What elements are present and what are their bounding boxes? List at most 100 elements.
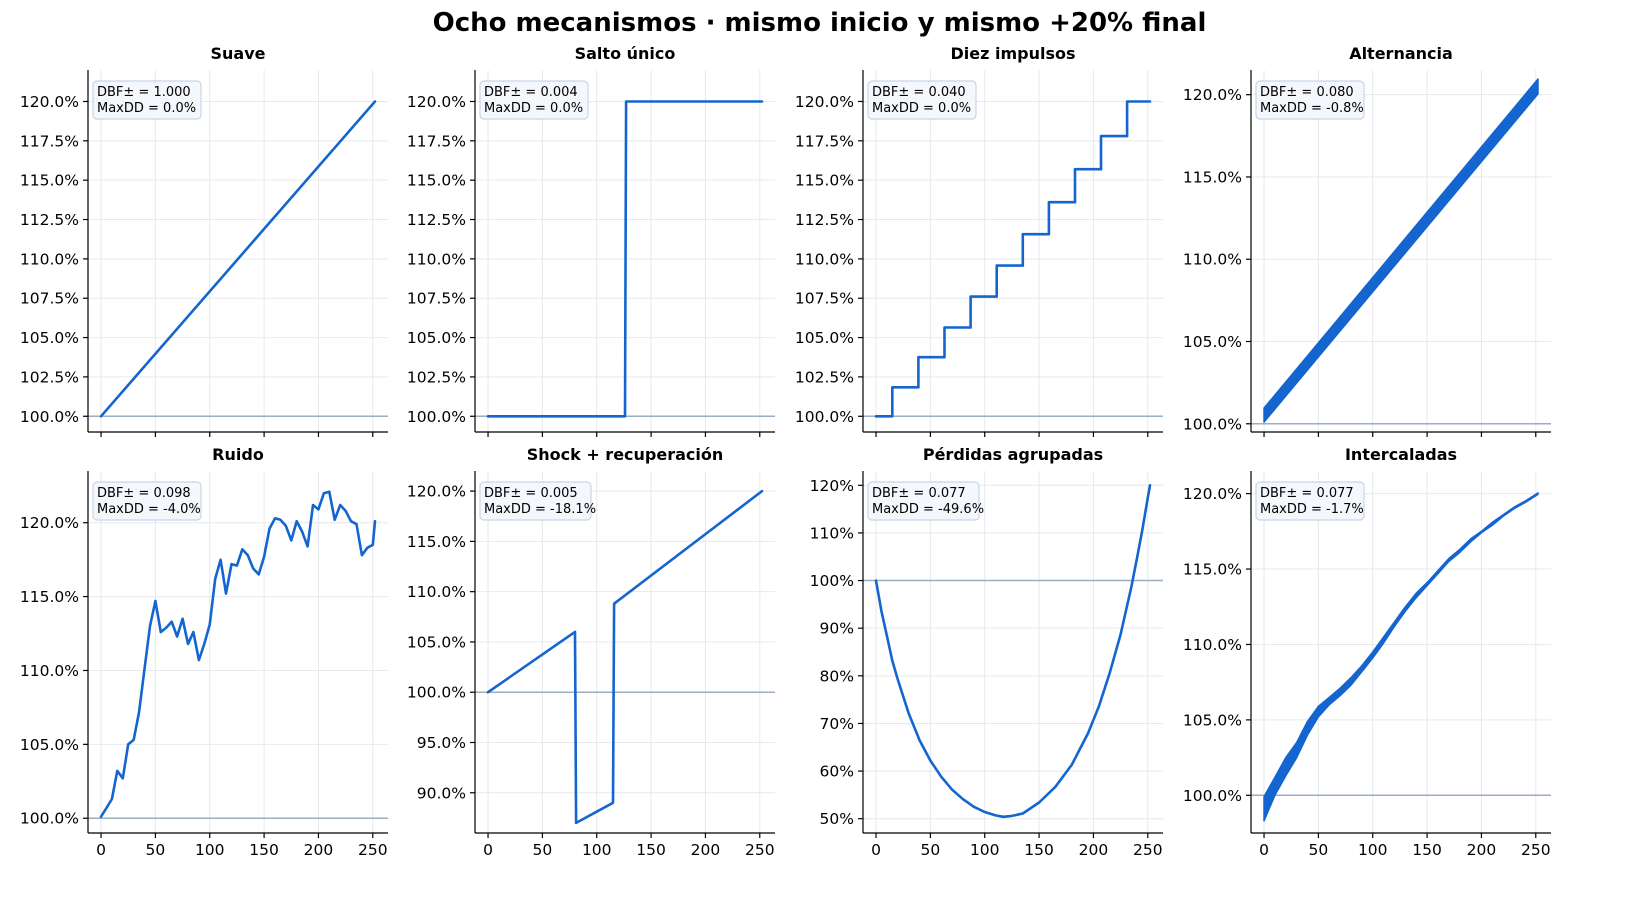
series-line — [486, 489, 764, 825]
y-tick-label: 100.0% — [1183, 415, 1242, 433]
metric-dbf: DBF± = 0.005 — [484, 486, 578, 501]
y-tick-label: 110.0% — [1183, 636, 1242, 654]
x-tick-label: 250 — [1133, 841, 1163, 859]
y-tick-label: 80% — [820, 667, 854, 685]
metric-maxdd: MaxDD = -0.8% — [1260, 101, 1364, 116]
metric-maxdd: MaxDD = 0.0% — [484, 101, 583, 116]
panel-6: 90.0% 95.0% 100.0% 105.0% 110.0% 115.0% 120.0%… — [407, 445, 775, 859]
x-tick-label: 50 — [921, 841, 941, 859]
y-tick-label: 90.0% — [417, 784, 466, 802]
y-tick-label: 112.5% — [20, 211, 79, 229]
metric-dbf: DBF± = 0.004 — [484, 85, 578, 100]
metric-dbf: DBF± = 1.000 — [97, 85, 191, 100]
y-tick-label: 115.0% — [407, 533, 466, 551]
series-band — [1263, 78, 1539, 423]
y-tick-label: 110% — [810, 524, 854, 542]
y-tick-label: 100.0% — [1183, 787, 1242, 805]
x-tick-label: 250 — [358, 841, 388, 859]
panel-title: Diez impulsos — [950, 44, 1075, 63]
y-tick-label: 100.0% — [795, 408, 854, 426]
x-tick-label: 150 — [1412, 841, 1442, 859]
y-tick-label: 90% — [820, 620, 854, 638]
y-tick-label: 115.0% — [20, 172, 79, 190]
metrics-box — [1255, 80, 1365, 120]
y-tick-label: 105.0% — [407, 329, 466, 347]
y-tick-label: 115.0% — [1183, 561, 1242, 579]
metric-dbf: DBF± = 0.098 — [97, 486, 191, 501]
metric-maxdd: MaxDD = -1.7% — [1260, 502, 1364, 517]
metric-maxdd: MaxDD = 0.0% — [97, 101, 196, 116]
metrics-box — [479, 80, 589, 120]
series-band — [1263, 492, 1539, 822]
y-tick-label: 107.5% — [407, 290, 466, 308]
y-tick-label: 100.0% — [20, 810, 79, 828]
x-tick-label: 0 — [871, 841, 881, 859]
x-tick-label: 50 — [146, 841, 166, 859]
y-tick-label: 120.0% — [407, 483, 466, 501]
panel-title: Ruido — [212, 445, 264, 464]
y-tick-label: 95.0% — [417, 734, 466, 752]
y-tick-label: 100.0% — [407, 408, 466, 426]
x-tick-label: 150 — [249, 841, 279, 859]
panel-7: 50% 60% 70% 80% 90% 100% 110% 120% 0 50 100 150 200 2… — [810, 445, 1163, 859]
y-tick-label: 100.0% — [20, 408, 79, 426]
panel-8: 100.0% 105.0% 110.0% 115.0% 120.0% 0 50 100 150 2… — [1183, 445, 1551, 859]
y-tick-label: 115.0% — [795, 172, 854, 190]
y-tick-label: 120% — [810, 477, 854, 495]
y-tick-label: 117.5% — [795, 132, 854, 150]
panel-title: Pérdidas agrupadas — [923, 445, 1103, 464]
metric-maxdd: MaxDD = -4.0% — [97, 502, 201, 517]
panel-title: Shock + recuperación — [527, 445, 724, 464]
y-tick-label: 102.5% — [20, 368, 79, 386]
metrics-box — [867, 481, 980, 521]
y-tick-label: 110.0% — [1183, 251, 1242, 269]
metrics-box — [867, 80, 977, 120]
x-tick-label: 200 — [691, 841, 721, 859]
y-tick-label: 120.0% — [407, 93, 466, 111]
metric-maxdd: MaxDD = 0.0% — [872, 101, 971, 116]
y-tick-label: 110.0% — [20, 662, 79, 680]
y-tick-label: 105.0% — [20, 736, 79, 754]
y-tick-label: 120.0% — [1183, 86, 1242, 104]
panel-title: Suave — [211, 44, 266, 63]
metrics-box — [92, 481, 202, 521]
figure-title: Ocho mecanismos · mismo inicio y mismo +… — [433, 8, 1207, 38]
y-tick-label: 107.5% — [20, 290, 79, 308]
x-tick-label: 250 — [745, 841, 775, 859]
y-tick-label: 112.5% — [795, 211, 854, 229]
x-tick-label: 50 — [533, 841, 553, 859]
y-tick-label: 120.0% — [795, 93, 854, 111]
x-tick-label: 100 — [195, 841, 225, 859]
y-tick-label: 100% — [810, 572, 854, 590]
y-tick-label: 100.0% — [407, 684, 466, 702]
y-tick-label: 102.5% — [795, 368, 854, 386]
x-tick-label: 200 — [1467, 841, 1497, 859]
y-tick-label: 117.5% — [20, 132, 79, 150]
series-line — [874, 100, 1152, 418]
panel-title: Intercaladas — [1345, 445, 1457, 464]
y-tick-label: 102.5% — [407, 368, 466, 386]
panel-2: 100.0% 102.5% 105.0% 107.5% 110.0% 112.5% 115.… — [407, 44, 775, 437]
panel-title: Alternancia — [1349, 44, 1453, 63]
y-tick-label: 105.0% — [407, 633, 466, 651]
y-tick-label: 112.5% — [407, 211, 466, 229]
y-tick-label: 120.0% — [20, 514, 79, 532]
y-tick-label: 105.0% — [20, 329, 79, 347]
metrics-box — [479, 481, 592, 521]
metric-dbf: DBF± = 0.080 — [1260, 85, 1354, 100]
x-tick-label: 200 — [304, 841, 334, 859]
x-tick-label: 0 — [96, 841, 106, 859]
y-tick-label: 50% — [820, 810, 854, 828]
metric-dbf: DBF± = 0.077 — [1260, 486, 1354, 501]
series-line — [874, 483, 1152, 819]
y-tick-label: 105.0% — [795, 329, 854, 347]
y-tick-label: 110.0% — [20, 250, 79, 268]
metric-maxdd: MaxDD = -49.6% — [872, 502, 984, 517]
panel-3: 100.0% 102.5% 105.0% 107.5% 110.0% 112.5% 115.… — [795, 44, 1163, 437]
panel-5: 100.0% 105.0% 110.0% 115.0% 120.0% 0 50 100 150 2… — [20, 445, 388, 859]
x-tick-label: 100 — [1358, 841, 1388, 859]
series-line — [99, 490, 377, 819]
x-tick-label: 250 — [1521, 841, 1551, 859]
panel-4: 100.0% 105.0% 110.0% 115.0% 120.0% Alternanci… — [1183, 44, 1551, 437]
